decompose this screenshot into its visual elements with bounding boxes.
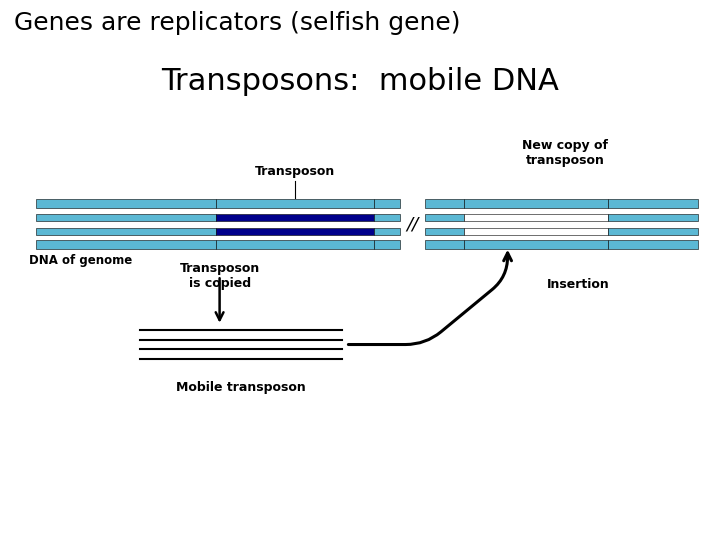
Text: DNA of genome: DNA of genome <box>29 254 132 267</box>
Text: //: // <box>406 215 418 233</box>
Bar <box>608 199 698 208</box>
Bar <box>36 240 216 249</box>
Text: Transposon
is copied: Transposon is copied <box>179 262 260 290</box>
Bar <box>36 228 216 234</box>
Bar <box>464 240 608 249</box>
Text: New copy of
transposon: New copy of transposon <box>522 139 608 167</box>
Bar <box>425 199 464 208</box>
Bar <box>36 213 216 220</box>
Bar <box>36 199 216 208</box>
Text: Mobile transposon: Mobile transposon <box>176 381 306 394</box>
Text: Transposons:  mobile DNA: Transposons: mobile DNA <box>161 68 559 97</box>
Bar <box>374 240 400 249</box>
Bar <box>216 199 374 208</box>
Text: Genes are replicators (selfish gene): Genes are replicators (selfish gene) <box>14 11 461 35</box>
Bar <box>464 213 608 220</box>
Bar <box>374 228 400 234</box>
Bar <box>464 199 608 208</box>
Text: Transposon: Transposon <box>255 165 336 178</box>
Bar <box>216 228 374 234</box>
Bar <box>608 213 698 220</box>
Bar <box>425 213 464 220</box>
Text: Insertion: Insertion <box>547 278 610 292</box>
Bar <box>425 228 464 234</box>
Bar <box>608 228 698 234</box>
Bar <box>464 228 608 234</box>
Bar <box>374 199 400 208</box>
Bar <box>216 240 374 249</box>
Bar <box>374 213 400 220</box>
FancyArrowPatch shape <box>348 253 511 345</box>
Bar <box>425 240 464 249</box>
Bar <box>608 240 698 249</box>
Bar <box>216 213 374 220</box>
